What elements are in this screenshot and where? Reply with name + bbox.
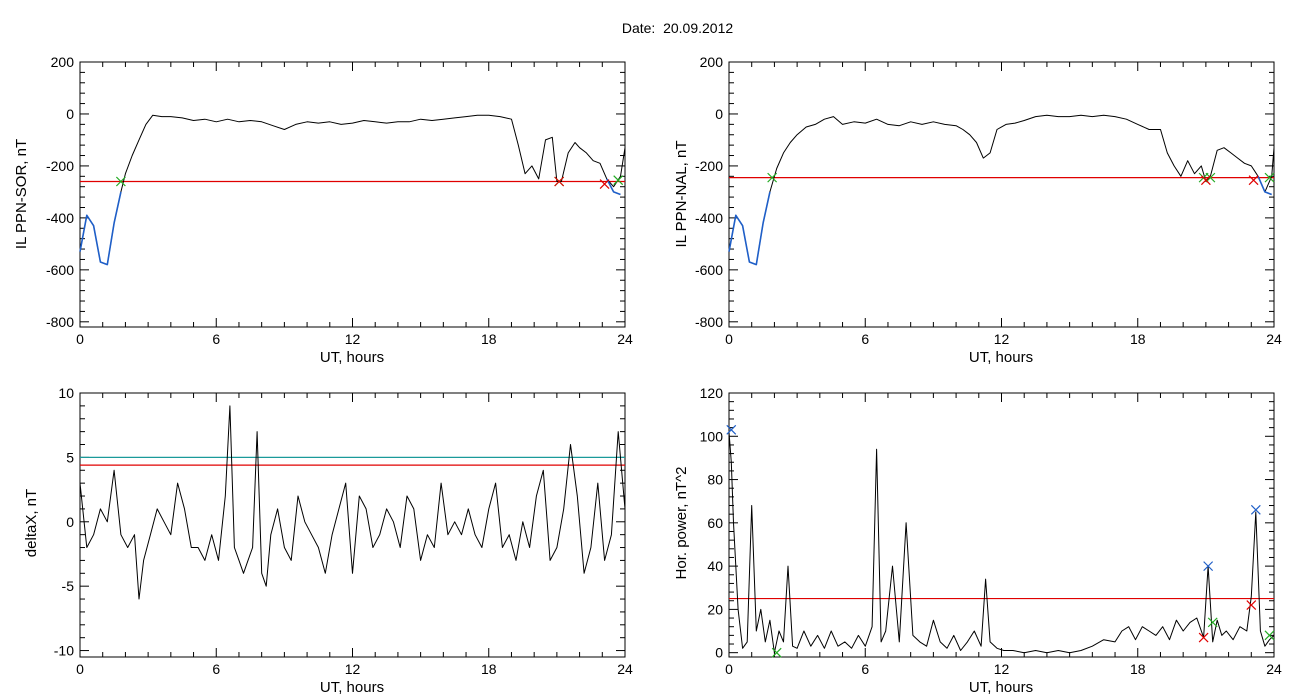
- cross-marker: [1207, 617, 1218, 628]
- y-tick-label: -400: [695, 210, 723, 226]
- highlight-segment: [606, 178, 621, 196]
- x-tick-label: 12: [345, 331, 361, 347]
- cross-marker: [613, 175, 624, 186]
- y-tick-label: 200: [700, 54, 724, 70]
- y-tick-label: 0: [66, 106, 74, 122]
- x-tick-label: 6: [212, 661, 220, 677]
- x-tick-label: 0: [76, 661, 84, 677]
- x-tick-label: 24: [617, 331, 633, 347]
- y-tick-label: 120: [700, 385, 724, 401]
- plot-area: 0 6 12 18 24 200 0 -200 -400 -600 -800: [695, 54, 1282, 347]
- x-tick-label: 12: [994, 661, 1010, 677]
- y-tick-label: 40: [707, 558, 723, 574]
- y-tick-label: 60: [707, 515, 723, 531]
- figure-title: Date: 20.09.2012: [621, 20, 734, 36]
- x-axis-label: UT, hours: [969, 679, 1033, 696]
- x-tick-label: 0: [725, 331, 733, 347]
- x-tick-label: 6: [212, 331, 220, 347]
- y-tick-label: 5: [66, 449, 74, 465]
- series-line: [79, 114, 626, 266]
- plot-area: 0 6 12 18 24 10 5 0 -5 -10: [54, 385, 633, 677]
- cross-marker: [1198, 632, 1209, 643]
- cross-marker: [554, 176, 565, 187]
- cross-marker: [1203, 561, 1214, 572]
- cross-marker: [115, 176, 126, 187]
- cross-marker: [599, 179, 610, 190]
- x-tick-label: 18: [481, 661, 497, 677]
- y-tick-label: 0: [715, 645, 723, 661]
- y-tick-label: 0: [715, 106, 723, 122]
- cross-marker: [771, 647, 782, 658]
- y-tick-label: -600: [46, 262, 74, 278]
- x-axis-label: UT, hours: [969, 349, 1033, 366]
- x-tick-label: 24: [1266, 331, 1282, 347]
- x-tick-label: 18: [481, 331, 497, 347]
- cross-marker: [767, 172, 778, 183]
- x-axis-label: UT, hours: [320, 679, 384, 696]
- plot-area: 0 6 12 18 24 200 0 -200 -400 -600 -800: [46, 54, 633, 347]
- cross-marker: [726, 424, 737, 435]
- x-tick-label: 6: [861, 331, 869, 347]
- cross-marker: [1246, 600, 1257, 610]
- y-axis-label: Hor. power, nT^2: [673, 467, 690, 580]
- highlight-segment: [79, 191, 122, 266]
- y-tick-label: -200: [46, 158, 74, 174]
- y-tick-label: -800: [695, 314, 723, 330]
- x-tick-label: 0: [725, 661, 733, 677]
- y-tick-label: 80: [707, 472, 723, 488]
- x-tick-label: 0: [76, 331, 84, 347]
- series-line: [79, 405, 626, 600]
- plot-frame: [728, 392, 1275, 658]
- y-axis-label: deltaX, nT: [23, 489, 40, 557]
- x-tick-label: 18: [1130, 331, 1146, 347]
- x-tick-label: 24: [1266, 661, 1282, 677]
- y-tick-label: 100: [700, 428, 724, 444]
- y-tick-label: -200: [695, 158, 723, 174]
- cross-marker: [1200, 175, 1211, 186]
- cross-marker: [1264, 630, 1275, 641]
- y-axis-label: IL PPN-SOR, nT: [13, 139, 30, 249]
- x-tick-label: 6: [861, 661, 869, 677]
- cross-marker: [1250, 504, 1261, 515]
- cross-marker: [1205, 172, 1216, 183]
- y-tick-label: -400: [46, 210, 74, 226]
- series-line: [728, 114, 1275, 266]
- y-tick-label: 0: [66, 514, 74, 530]
- x-tick-label: 12: [994, 331, 1010, 347]
- x-tick-label: 24: [617, 661, 633, 677]
- y-axis-label: IL PPN-NAL, nT: [673, 141, 690, 248]
- highlight-segment: [1257, 175, 1272, 196]
- plot-area: 0 6 12 18 24 120 100 80 60 40 20 0: [700, 385, 1282, 677]
- y-tick-label: -10: [54, 643, 74, 659]
- y-tick-label: -600: [695, 262, 723, 278]
- cross-marker: [1264, 172, 1275, 183]
- highlight-segment: [728, 191, 771, 266]
- x-axis-label: UT, hours: [320, 349, 384, 366]
- cross-marker: [1248, 175, 1259, 186]
- series-line: [728, 431, 1275, 654]
- y-tick-label: 20: [707, 601, 723, 617]
- x-tick-label: 18: [1130, 661, 1146, 677]
- y-tick-label: 200: [51, 54, 75, 70]
- y-tick-label: 10: [58, 385, 74, 401]
- x-tick-label: 12: [345, 661, 361, 677]
- y-tick-label: -800: [46, 314, 74, 330]
- y-tick-label: -5: [62, 578, 75, 594]
